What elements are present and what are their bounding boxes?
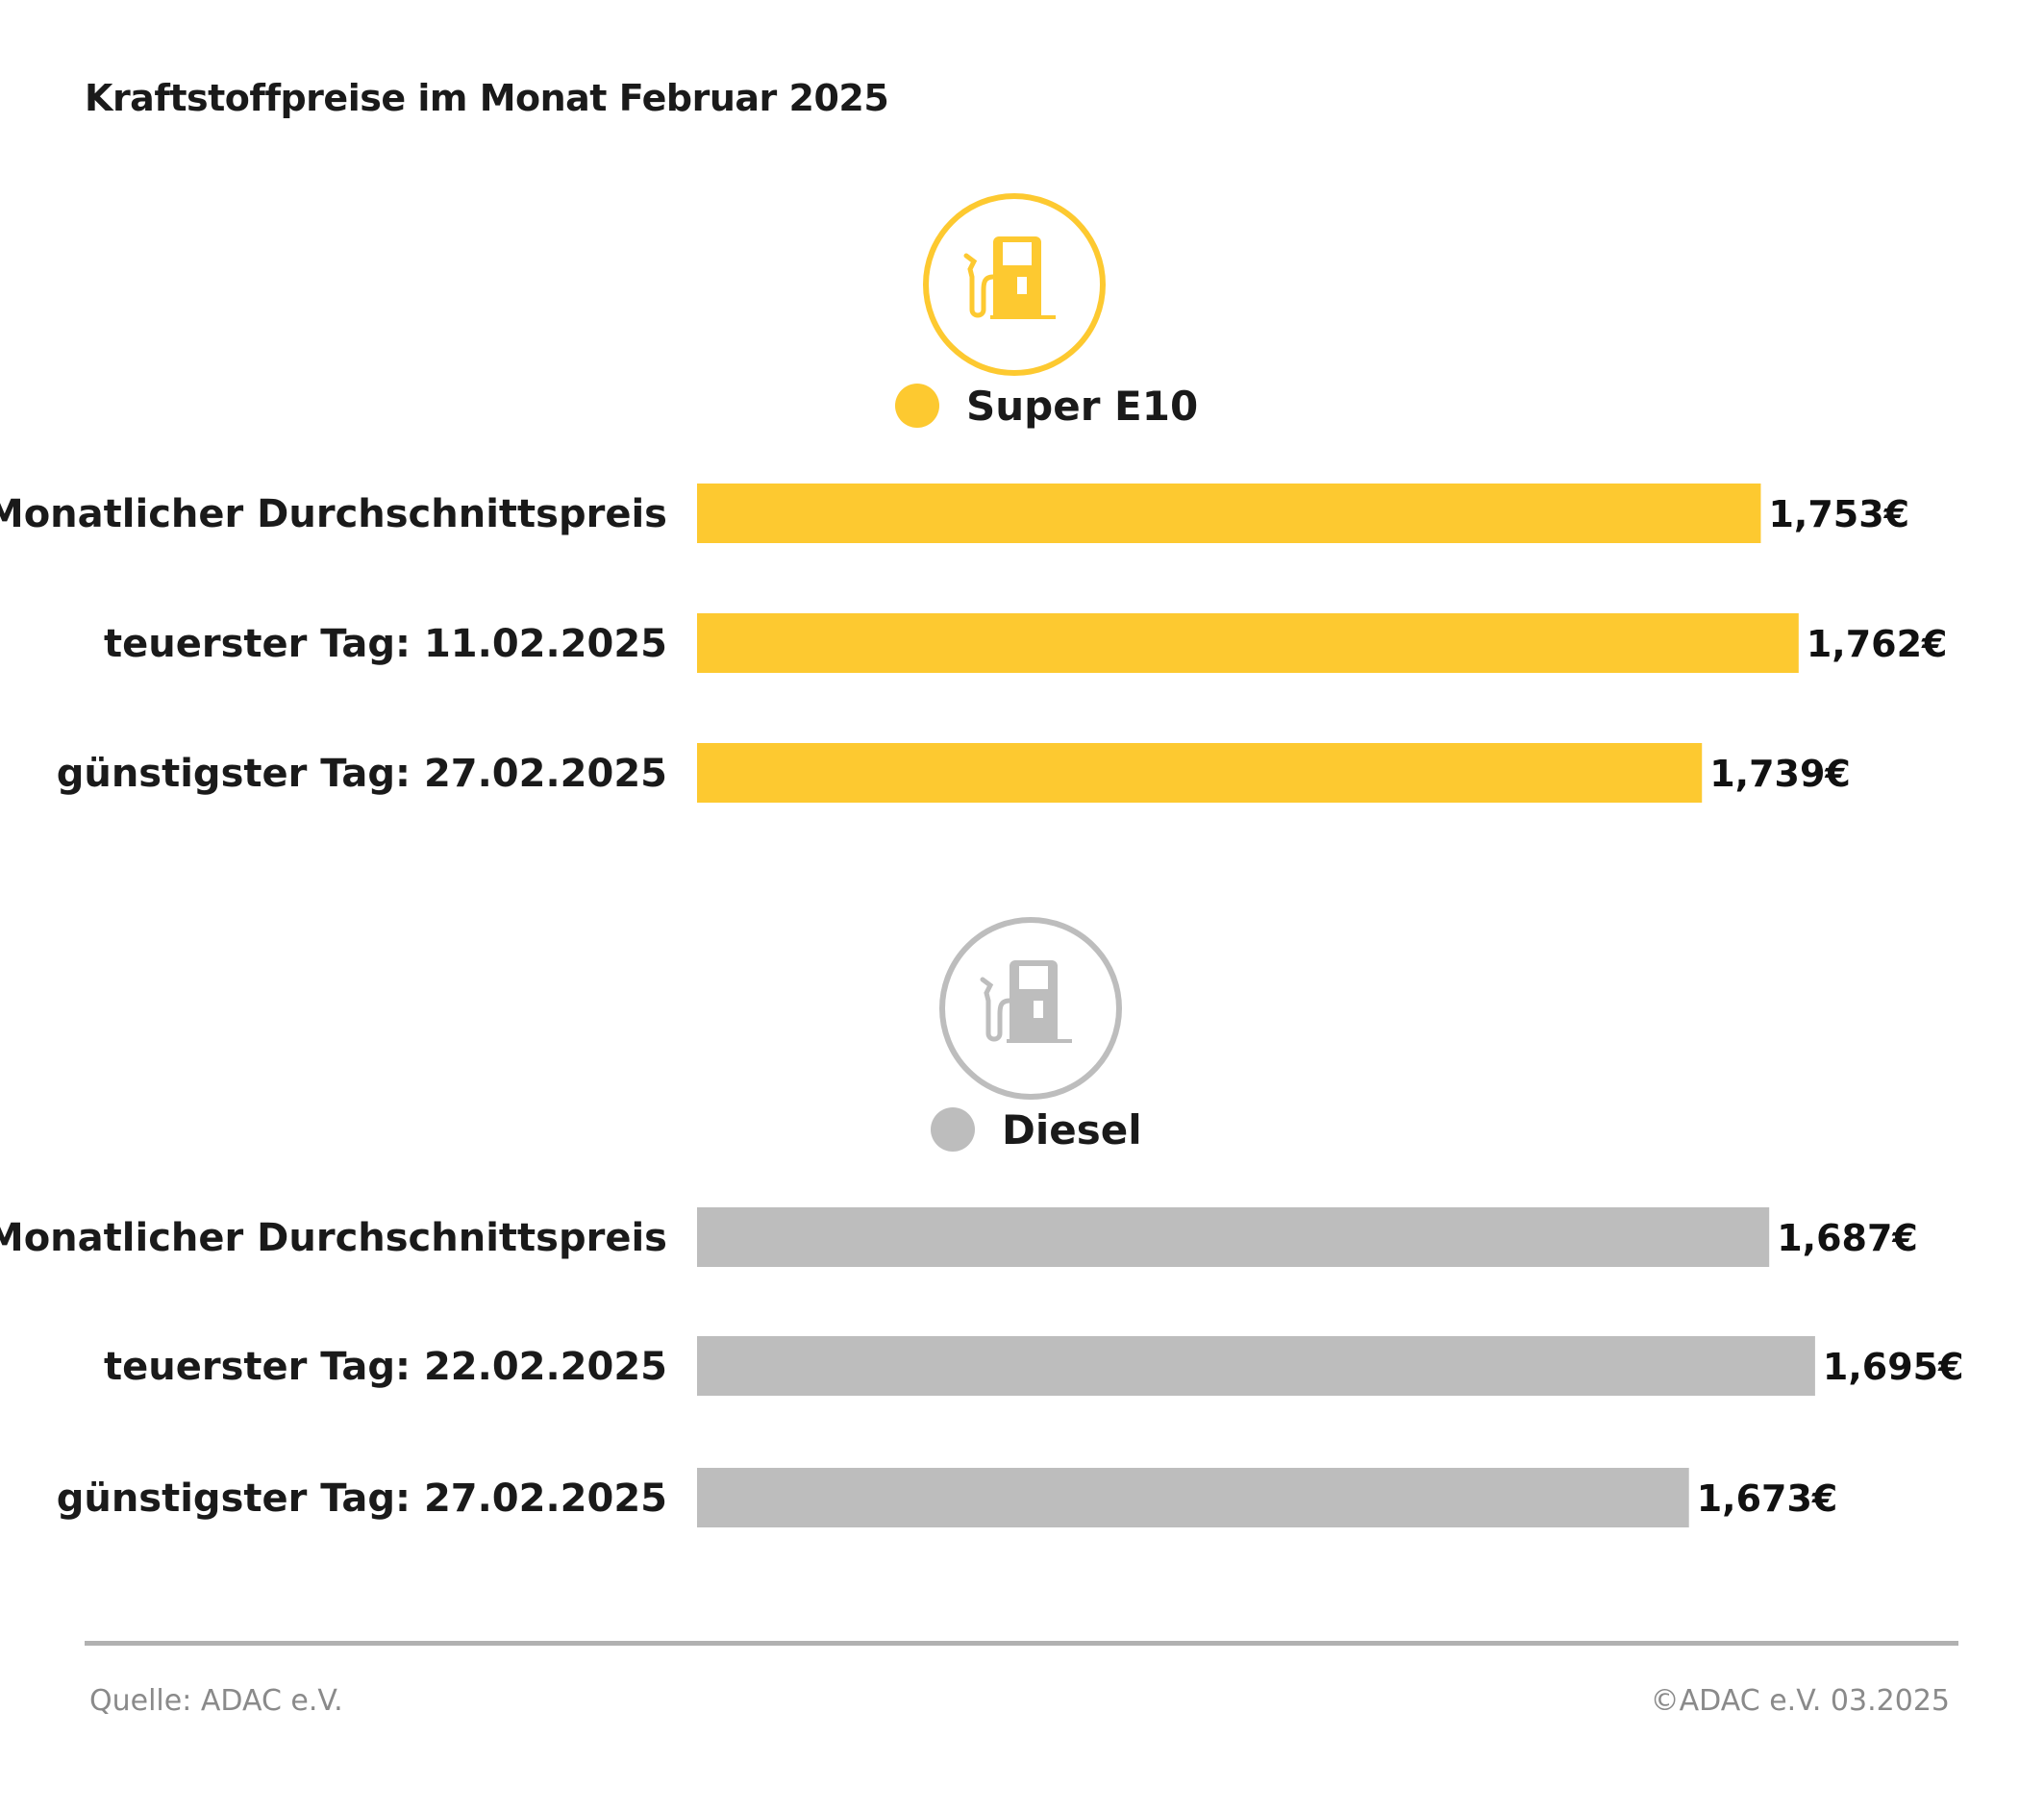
bar [697,1468,1689,1527]
data-label: 1,739€ [1709,753,1851,795]
legend-label: Diesel [1002,1106,1142,1154]
bar [697,484,1761,543]
data-label: 1,762€ [1807,623,1948,665]
icon-ring [939,917,1122,1100]
category-label: Monatlicher Durchschnittspreis [0,1216,667,1260]
footer-divider [85,1641,1958,1646]
legend-label: Super E10 [966,383,1198,430]
category-label: günstigster Tag: 27.02.2025 [57,1476,667,1521]
panel-diesel: Diesel Monatlicher Durchschnittspreis 1,68… [0,917,1964,1527]
category-label: Monatlicher Durchschnittspreis [0,492,667,536]
bar [697,1336,1815,1396]
pump-hose [963,253,996,318]
pump-base [990,315,1056,319]
pump-window [1017,277,1027,294]
bar [697,743,1703,803]
pump-display [1019,966,1048,989]
legend-swatch [931,1107,975,1152]
data-label: 1,687€ [1777,1217,1918,1259]
bar [697,613,1799,673]
bar [697,1207,1770,1267]
data-label: 1,673€ [1697,1477,1838,1520]
category-label: teuerster Tag: 11.02.2025 [104,622,667,666]
chart-title: Kraftstoffpreise im Monat Februar 2025 [85,77,889,119]
data-label: 1,753€ [1768,493,1909,535]
legend-swatch [895,384,939,428]
category-label: günstigster Tag: 27.02.2025 [57,752,667,796]
data-label: 1,695€ [1823,1346,1964,1388]
pump-window [1034,1001,1043,1018]
icon-ring [923,193,1106,376]
fuel-pump-icon [939,917,1122,1100]
copyright-note: ©ADAC e.V. 03.2025 [1650,1684,1950,1718]
pump-base [1007,1039,1072,1043]
category-label: teuerster Tag: 22.02.2025 [104,1345,667,1389]
panel-super-e10: Super E10 Monatlicher Durchschnittspreis 1… [0,193,1948,803]
pump-display [1003,242,1032,265]
source-note: Quelle: ADAC e.V. [89,1684,343,1718]
pump-hose [980,977,1012,1042]
fuel-pump-icon [923,193,1106,376]
